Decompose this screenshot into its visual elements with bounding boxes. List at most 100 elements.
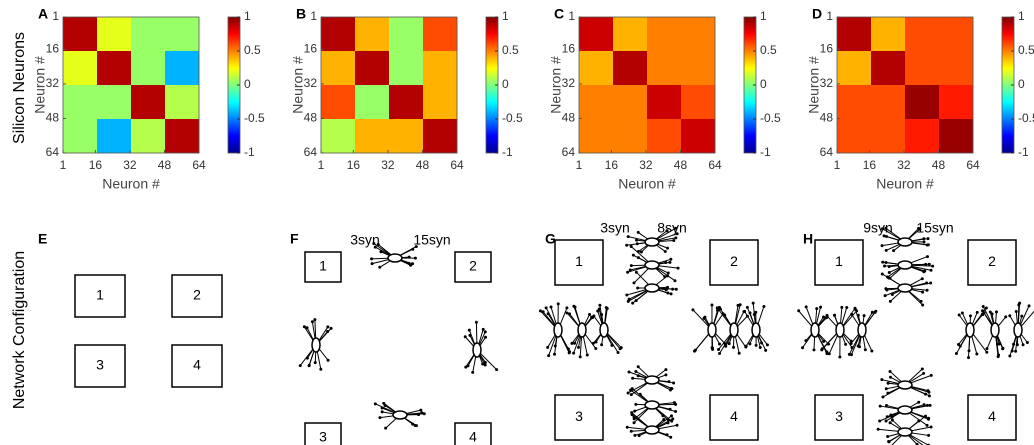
panel-letter: F xyxy=(290,231,299,247)
heatmap-cell xyxy=(871,17,905,51)
synapse-end xyxy=(925,282,928,285)
box-label: 3 xyxy=(319,429,327,445)
synapse-end xyxy=(577,346,580,349)
synapse-end xyxy=(673,401,676,404)
synapse-end xyxy=(637,231,640,234)
y-tick-label: 1 xyxy=(568,9,575,23)
x-tick-label: 1 xyxy=(60,158,67,172)
synapse-end xyxy=(754,311,757,314)
neuron-glyph xyxy=(955,307,988,360)
colorbar-tick-label: -0.5 xyxy=(760,111,781,125)
synapse-end xyxy=(755,344,758,347)
synapse-end xyxy=(850,353,853,356)
synapse-end xyxy=(666,292,669,295)
synapse-end xyxy=(419,409,422,412)
synapse-end xyxy=(572,305,575,308)
synapse-end xyxy=(884,287,887,290)
synapse-end xyxy=(850,342,853,345)
synapse-end xyxy=(711,348,714,351)
colorbar-tick-label: 0 xyxy=(1018,77,1025,91)
synapse-end xyxy=(826,315,829,318)
synapse-end xyxy=(985,351,988,354)
neuron-glyph xyxy=(299,318,333,371)
synapse-end xyxy=(887,440,890,443)
synapse-end xyxy=(481,363,484,366)
y-tick-label: 16 xyxy=(562,42,576,56)
synapse-end xyxy=(495,368,498,371)
synapse-end xyxy=(632,415,635,418)
colorbar-tick-label: -1 xyxy=(1018,145,1029,159)
y-tick-label: 1 xyxy=(52,9,59,23)
heatmap-cell xyxy=(355,51,389,85)
synapse-end xyxy=(759,346,762,349)
heatmap-cell xyxy=(423,17,457,51)
synapse-end xyxy=(631,302,634,305)
neuron-glyph xyxy=(626,411,679,439)
synapse-end xyxy=(626,271,629,274)
synapse-end xyxy=(885,419,888,422)
synapse-end xyxy=(594,341,597,344)
synapse-end xyxy=(1028,304,1031,307)
synapse-end xyxy=(630,245,633,248)
colorbar-tick-label: 0 xyxy=(502,77,509,91)
neuron-glyph xyxy=(848,308,877,356)
heatmap-cell xyxy=(939,51,973,85)
heatmap-cell xyxy=(165,85,199,119)
synapse-end xyxy=(870,349,873,352)
synapse-end xyxy=(662,418,665,421)
y-tick-label: 16 xyxy=(820,42,834,56)
x-tick-label: 16 xyxy=(89,158,103,172)
synapse-end xyxy=(982,305,985,308)
synapse-end xyxy=(760,342,763,345)
synapse-end xyxy=(311,320,314,323)
synapse-end xyxy=(717,348,720,351)
synapse-end xyxy=(833,314,836,317)
synapse-end xyxy=(674,410,677,413)
heatmap-cell xyxy=(321,51,355,85)
synapse-end xyxy=(672,381,675,384)
synapse-end xyxy=(710,304,713,307)
soma xyxy=(898,284,912,292)
neuron-glyph xyxy=(627,365,676,396)
synapse-end xyxy=(464,366,467,369)
heatmap-cell xyxy=(63,85,97,119)
heatmap-cell xyxy=(579,51,613,85)
heatmap-cell xyxy=(165,119,199,153)
soma xyxy=(898,428,912,436)
synapse-end xyxy=(326,325,329,328)
synapse-end xyxy=(891,419,894,422)
heatmap-cell xyxy=(131,17,165,51)
neuron-glyph xyxy=(797,305,830,355)
synapse-end xyxy=(546,346,549,349)
neuron-glyph xyxy=(566,305,598,359)
synapse-end xyxy=(417,413,420,416)
heatmap-cell xyxy=(939,17,973,51)
synapse-end xyxy=(592,315,595,318)
synapse-end xyxy=(675,288,678,291)
heatmap-cell xyxy=(905,119,939,153)
synapse-end xyxy=(928,394,931,397)
synapse-end xyxy=(384,404,387,407)
x-tick-label: 48 xyxy=(416,158,430,172)
synapse-end xyxy=(840,306,843,309)
synapse-end xyxy=(627,391,630,394)
colorbar-tick-label: -1 xyxy=(502,145,513,159)
soma xyxy=(991,323,999,337)
synapse-end xyxy=(812,348,815,351)
heatmap-cell xyxy=(647,85,681,119)
synapse-end xyxy=(664,250,667,253)
box-label: 1 xyxy=(575,253,583,269)
y-tick-label: 64 xyxy=(562,145,576,159)
heatmap-cell xyxy=(871,51,905,85)
synapse-end xyxy=(917,419,920,422)
synapse-end xyxy=(926,404,929,407)
synapse-end xyxy=(633,410,636,413)
heatmap-cell xyxy=(389,119,423,153)
heatmap-cell xyxy=(905,17,939,51)
synapse-end xyxy=(863,314,866,317)
synapse-end xyxy=(668,261,671,264)
synapse-end xyxy=(888,265,891,268)
box-label: 2 xyxy=(193,287,201,303)
heatmap-cell xyxy=(939,119,973,153)
box-label: 3 xyxy=(575,408,583,424)
